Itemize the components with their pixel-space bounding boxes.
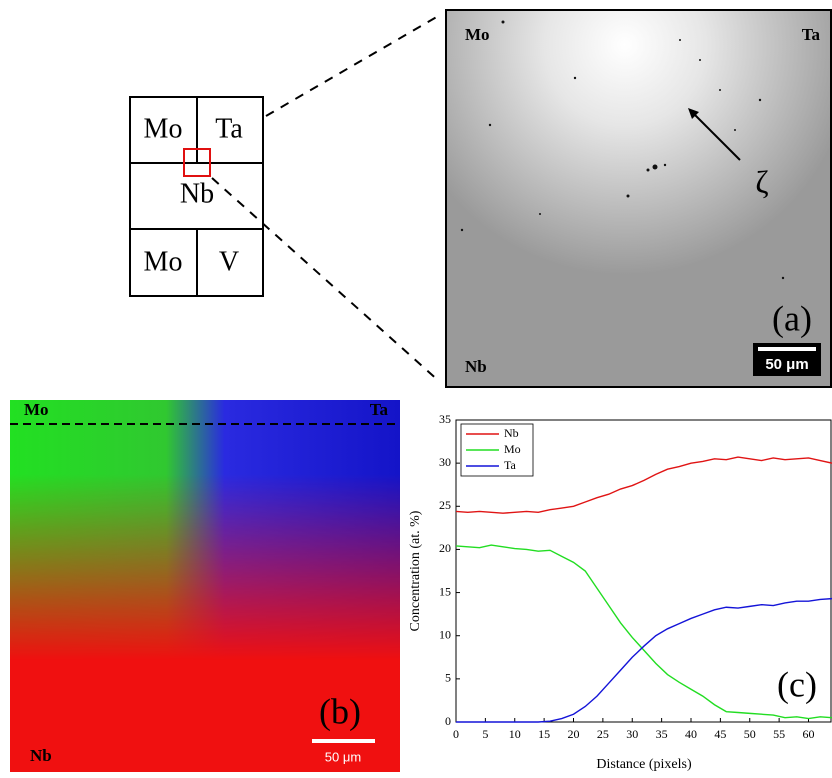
panel-label: Ta [802,25,821,44]
panel-label: Mo [465,25,490,44]
legend-label: Nb [504,426,519,440]
y-axis-label: Concentration (at. %) [408,510,423,631]
data-line [456,597,832,723]
x-tick-label: 0 [453,727,459,741]
legend-label: Mo [504,442,521,456]
scale-bar-label: 50 μm [765,356,808,373]
x-tick-label: 20 [568,727,580,741]
y-tick-label: 25 [439,498,451,512]
x-tick-label: 10 [509,727,521,741]
panel-tag: (c) [777,664,817,704]
y-tick-label: 10 [439,627,451,641]
schematic-label: V [219,246,239,277]
x-tick-label: 60 [803,727,815,741]
micrograph-a [445,9,832,388]
schematic-label: Nb [180,178,214,209]
arrow [693,113,741,161]
y-tick-label: 15 [439,584,451,598]
x-tick-label: 30 [626,727,638,741]
data-line [455,456,832,514]
x-tick-label: 40 [685,727,697,741]
panel-label: Nb [30,746,52,765]
y-tick-label: 30 [439,455,451,469]
panel-label: Nb [465,357,487,376]
y-tick-label: 0 [445,714,451,728]
arrow-head [688,108,699,119]
x-axis-label: Distance (pixels) [596,757,692,772]
panel-tag: (a) [772,298,812,338]
x-tick-label: 55 [773,727,785,741]
schematic-label: Mo [144,113,183,144]
panel-label: Ta [370,400,389,419]
particles [460,20,785,280]
y-tick-label: 5 [445,671,451,685]
line-chart: 0 5 10 15 20 25 30 35 0 5 10 15 20 25 30 35 40 45 50 55 60 Nb… [439,412,832,741]
map-b-overlay [10,400,400,772]
zoom-lines [211,14,441,383]
x-tick-label: 15 [538,727,550,741]
annotation: ζ [755,163,768,199]
y-tick-label: 20 [439,541,451,555]
schematic-label: Ta [215,113,243,144]
x-tick-label: 25 [597,727,609,741]
scale-bar-label: 50 μm [325,749,361,764]
panel-tag: (b) [319,691,361,731]
x-tick-label: 5 [482,727,488,741]
panel-label: Mo [24,400,49,419]
y-tick-label: 35 [439,412,451,426]
x-tick-label: 35 [656,727,668,741]
data-line [455,544,832,720]
schematic-label: Mo [144,246,183,277]
x-tick-label: 45 [714,727,726,741]
x-tick-label: 50 [744,727,756,741]
legend-label: Ta [504,458,516,472]
schematic [129,96,264,297]
